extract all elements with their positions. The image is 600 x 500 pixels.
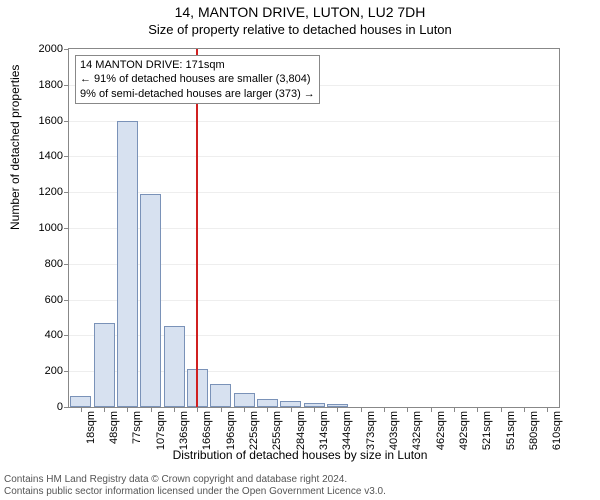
y-tick-label: 800 xyxy=(29,258,63,270)
x-tick-mark xyxy=(267,407,268,412)
x-tick-label: 521sqm xyxy=(481,411,493,450)
x-tick-mark xyxy=(197,407,198,412)
x-tick-label: 610sqm xyxy=(551,411,563,450)
x-tick-label: 255sqm xyxy=(271,411,283,450)
y-tick-mark xyxy=(64,192,69,193)
x-tick-mark xyxy=(104,407,105,412)
x-tick-mark xyxy=(337,407,338,412)
footer-line-1: Contains HM Land Registry data © Crown c… xyxy=(4,474,386,486)
y-tick-mark xyxy=(64,335,69,336)
x-tick-label: 196sqm xyxy=(225,411,237,450)
y-tick-label: 1000 xyxy=(29,222,63,234)
x-tick-mark xyxy=(174,407,175,412)
x-tick-label: 403sqm xyxy=(388,411,400,450)
x-tick-label: 432sqm xyxy=(411,411,423,450)
x-tick-mark xyxy=(314,407,315,412)
y-tick-label: 1800 xyxy=(29,79,63,91)
x-tick-mark xyxy=(81,407,82,412)
y-tick-label: 600 xyxy=(29,294,63,306)
y-tick-mark xyxy=(64,156,69,157)
x-tick-label: 136sqm xyxy=(178,411,190,450)
histogram-plot: 020040060080010001200140016001800200018s… xyxy=(68,48,560,408)
histogram-bar xyxy=(164,326,185,407)
histogram-bar xyxy=(257,399,278,407)
x-tick-mark xyxy=(127,407,128,412)
x-tick-label: 551sqm xyxy=(505,411,517,450)
histogram-bar xyxy=(140,194,161,407)
x-tick-mark xyxy=(361,407,362,412)
annotation-line: 14 MANTON DRIVE: 171sqm xyxy=(80,58,315,72)
chart-subtitle: Size of property relative to detached ho… xyxy=(0,20,600,37)
x-tick-mark xyxy=(407,407,408,412)
x-tick-label: 284sqm xyxy=(295,411,307,450)
y-tick-label: 0 xyxy=(29,401,63,413)
x-tick-mark xyxy=(524,407,525,412)
histogram-bar xyxy=(210,384,231,407)
y-tick-mark xyxy=(64,407,69,408)
x-tick-label: 314sqm xyxy=(318,411,330,450)
y-tick-mark xyxy=(64,228,69,229)
x-tick-mark xyxy=(384,407,385,412)
y-tick-label: 200 xyxy=(29,365,63,377)
x-tick-label: 373sqm xyxy=(365,411,377,450)
y-tick-mark xyxy=(64,371,69,372)
y-tick-label: 400 xyxy=(29,329,63,341)
footer-line-2: Contains public sector information licen… xyxy=(4,486,386,498)
x-axis-label: Distribution of detached houses by size … xyxy=(0,448,600,462)
x-tick-mark xyxy=(431,407,432,412)
footer-attribution: Contains HM Land Registry data © Crown c… xyxy=(4,474,386,498)
y-axis-label: Number of detached properties xyxy=(8,65,22,230)
grid-line xyxy=(69,121,559,122)
x-tick-label: 48sqm xyxy=(108,411,120,444)
x-tick-label: 225sqm xyxy=(248,411,260,450)
y-tick-mark xyxy=(64,300,69,301)
y-tick-label: 1400 xyxy=(29,150,63,162)
y-tick-mark xyxy=(64,264,69,265)
x-tick-mark xyxy=(477,407,478,412)
y-tick-label: 1600 xyxy=(29,115,63,127)
x-tick-label: 344sqm xyxy=(341,411,353,450)
chart-title: 14, MANTON DRIVE, LUTON, LU2 7DH xyxy=(0,0,600,20)
y-tick-mark xyxy=(64,121,69,122)
x-tick-label: 580sqm xyxy=(528,411,540,450)
histogram-bar xyxy=(94,323,115,407)
y-tick-label: 1200 xyxy=(29,186,63,198)
y-tick-mark xyxy=(64,49,69,50)
x-tick-label: 166sqm xyxy=(201,411,213,450)
annotation-line: 9% of semi-detached houses are larger (3… xyxy=(80,87,315,101)
x-tick-label: 18sqm xyxy=(85,411,97,444)
x-tick-mark xyxy=(244,407,245,412)
annotation-box: 14 MANTON DRIVE: 171sqm← 91% of detached… xyxy=(75,55,320,104)
x-tick-label: 462sqm xyxy=(435,411,447,450)
y-tick-mark xyxy=(64,85,69,86)
x-tick-label: 107sqm xyxy=(155,411,167,450)
histogram-bar xyxy=(70,396,91,407)
x-tick-mark xyxy=(547,407,548,412)
x-tick-mark xyxy=(221,407,222,412)
x-tick-label: 492sqm xyxy=(458,411,470,450)
grid-line xyxy=(69,156,559,157)
x-tick-mark xyxy=(501,407,502,412)
histogram-bar xyxy=(117,121,138,407)
histogram-bar xyxy=(234,393,255,407)
x-tick-mark xyxy=(151,407,152,412)
y-tick-label: 2000 xyxy=(29,43,63,55)
annotation-line: ← 91% of detached houses are smaller (3,… xyxy=(80,72,315,86)
x-tick-mark xyxy=(454,407,455,412)
x-tick-mark xyxy=(291,407,292,412)
x-tick-label: 77sqm xyxy=(131,411,143,444)
